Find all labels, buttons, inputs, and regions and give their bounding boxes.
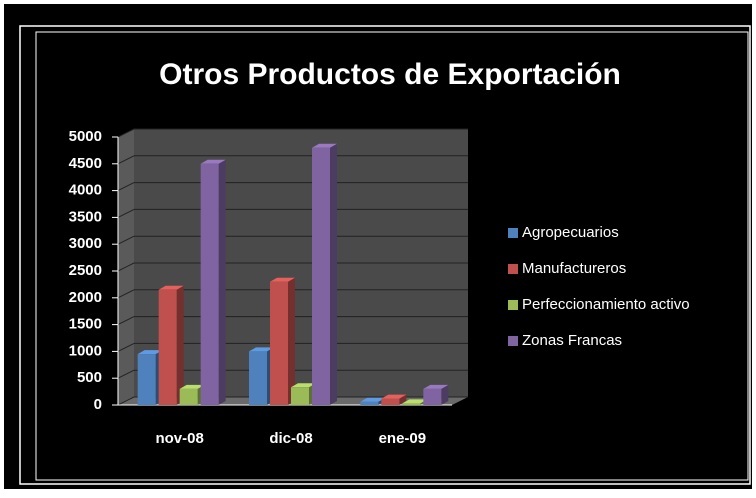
bar-top xyxy=(381,394,407,399)
bar-side xyxy=(288,277,295,405)
y-tick-label: 1000 xyxy=(69,342,102,359)
y-tick-label: 1500 xyxy=(69,316,102,333)
bar xyxy=(179,388,198,405)
bar xyxy=(291,387,309,405)
grid-line xyxy=(117,316,135,326)
bar-top xyxy=(312,143,337,148)
bar-side xyxy=(399,394,407,405)
grid-line xyxy=(117,235,135,245)
y-tick-label: 2500 xyxy=(69,262,102,279)
bar xyxy=(158,289,177,405)
bar xyxy=(402,403,421,405)
legend-label: Perfeccionamiento activo xyxy=(522,296,690,313)
x-tick-label: ene-09 xyxy=(379,430,427,447)
legend-label: Agropecuarios xyxy=(522,224,619,241)
bar-top xyxy=(179,384,205,389)
bar-top xyxy=(423,384,449,389)
grid-line xyxy=(117,208,135,218)
bar-top xyxy=(360,397,386,402)
bar xyxy=(270,281,288,405)
inner-border xyxy=(35,31,749,481)
grid-line xyxy=(117,289,135,299)
y-tick-label: 3000 xyxy=(69,235,102,252)
bar-side xyxy=(218,159,226,405)
y-tick-label: 5000 xyxy=(69,128,102,145)
legend-label: Zonas Francas xyxy=(522,332,622,349)
inner-border xyxy=(19,25,751,485)
x-tick-label: dic-08 xyxy=(269,430,312,447)
grid-line xyxy=(117,262,135,272)
bar xyxy=(312,147,330,405)
y-tick-label: 2000 xyxy=(69,289,102,306)
bar-top xyxy=(270,277,295,282)
grid-line xyxy=(117,155,135,165)
bar xyxy=(200,163,219,405)
bar xyxy=(249,351,267,405)
bar-top xyxy=(402,399,428,404)
grid-line xyxy=(117,342,135,352)
bar xyxy=(360,401,379,405)
legend-swatch xyxy=(508,228,518,238)
bar xyxy=(137,354,156,405)
bar xyxy=(381,398,400,405)
bar-side xyxy=(330,143,337,405)
grid-line xyxy=(117,128,135,138)
bar-top xyxy=(249,347,274,352)
grid-line xyxy=(117,369,135,379)
grid-line xyxy=(117,396,135,406)
bar xyxy=(423,388,442,405)
bar-top xyxy=(137,350,163,355)
legend-swatch xyxy=(508,336,518,346)
bar-top xyxy=(158,285,184,290)
legend-swatch xyxy=(508,264,518,274)
y-tick-label: 4000 xyxy=(69,182,102,199)
grid-line xyxy=(117,182,135,192)
bar-top xyxy=(200,159,226,164)
y-tick-label: 4500 xyxy=(69,155,102,172)
bar-side xyxy=(176,285,184,405)
y-tick-label: 500 xyxy=(77,369,102,386)
chart-title: Otros Productos de Exportación xyxy=(159,58,621,91)
y-tick-label: 0 xyxy=(94,396,102,413)
bar-top xyxy=(291,383,316,388)
y-tick-label: 3500 xyxy=(69,208,102,225)
legend-label: Manufactureros xyxy=(522,260,626,277)
x-tick-label: nov-08 xyxy=(155,430,203,447)
bar-side xyxy=(441,384,449,405)
legend-swatch xyxy=(508,300,518,310)
